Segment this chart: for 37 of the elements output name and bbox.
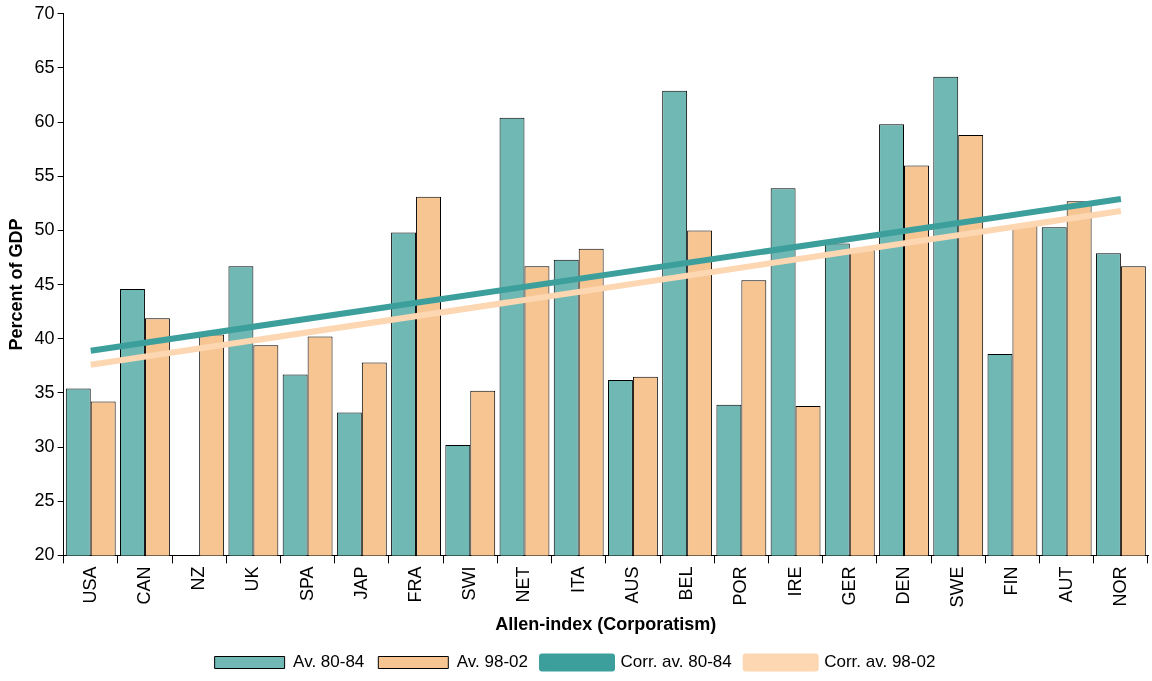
x-tick-label: NET	[513, 566, 534, 603]
legend-label: Av. 98-02	[456, 652, 529, 672]
x-tick-label: ITA	[567, 566, 588, 594]
legend-label: Corr. av. 80-84	[620, 652, 732, 672]
x-tick-label: AUT	[1055, 566, 1076, 603]
x-axis-title: Allen-index (Corporatism)	[495, 614, 717, 635]
y-tick-label: 25	[34, 490, 55, 511]
y-tick-label: 40	[34, 327, 55, 348]
legend-label: Corr. av. 98-02	[824, 652, 936, 672]
x-tick-label: NZ	[188, 566, 209, 591]
x-tick-label: UK	[242, 566, 263, 592]
y-axis-title: Percent of GDP	[5, 218, 26, 351]
x-tick-label: USA	[79, 566, 100, 604]
y-tick-label: 50	[34, 219, 55, 240]
y-tick-label: 35	[34, 381, 55, 402]
x-tick-label: BEL	[676, 566, 697, 601]
y-tick-label: 20	[34, 544, 55, 565]
x-tick-label: FIN	[1001, 566, 1022, 596]
x-tick-label: DEN	[892, 566, 913, 605]
y-tick-label: 70	[34, 2, 55, 23]
x-tick-label: SWE	[947, 566, 968, 608]
x-tick-label: JAP	[350, 566, 371, 600]
x-tick-label: IRE	[784, 566, 805, 597]
x-tick-label: CAN	[133, 566, 154, 605]
x-tick-label: SWI	[459, 566, 480, 601]
x-tick-label: POR	[730, 566, 751, 606]
x-tick-label: NOR	[1109, 566, 1130, 607]
y-tick-label: 30	[34, 436, 55, 457]
x-tick-label: GER	[838, 566, 859, 606]
y-tick-label: 65	[34, 56, 55, 77]
x-tick-label: FRA	[405, 566, 426, 603]
x-tick-label: SPA	[296, 566, 317, 602]
x-tick-label: AUS	[621, 566, 642, 604]
y-tick-label: 60	[34, 111, 55, 132]
legend-label: Av. 80-84	[293, 652, 365, 672]
y-tick-label: 55	[34, 165, 55, 186]
y-tick-label: 45	[34, 273, 55, 294]
